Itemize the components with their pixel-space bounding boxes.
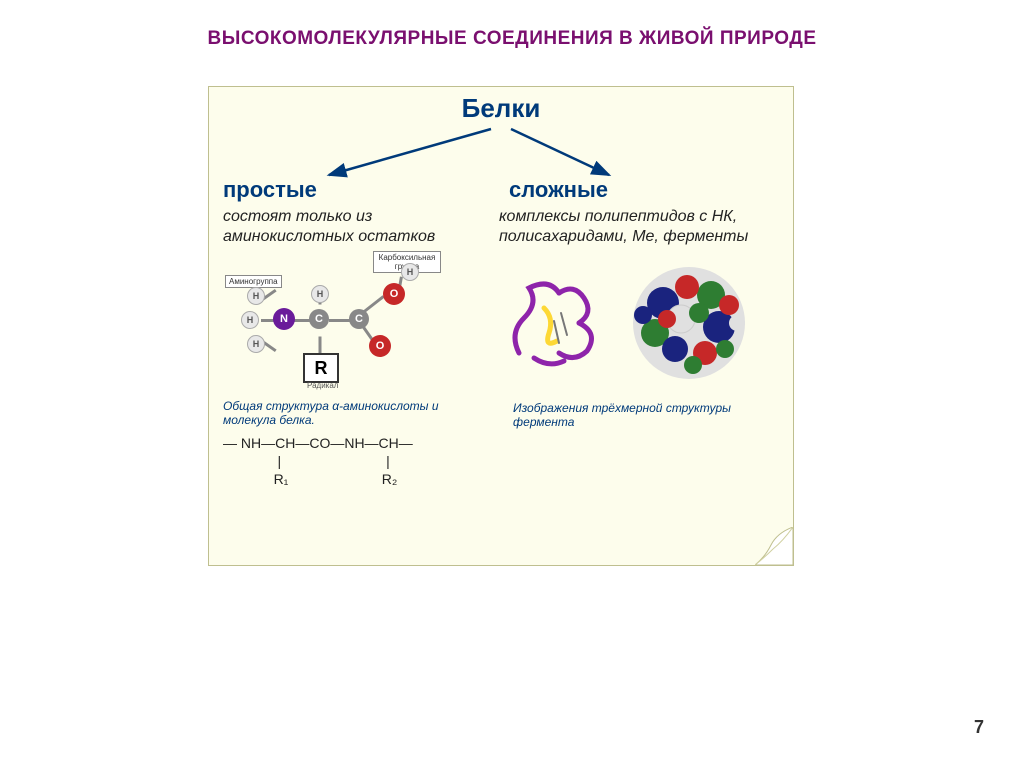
page-title: ВЫСОКОМОЛЕКУЛЯРНЫЕ СОЕДИНЕНИЯ В ЖИВОЙ ПР… bbox=[0, 0, 1024, 50]
title-text: ВЫСОКОМОЛЕКУЛЯРНЫЕ СОЕДИНЕНИЯ В ЖИВОЙ ПР… bbox=[208, 28, 817, 49]
complex-desc: комплексы полипептидов с НК, полисахарид… bbox=[499, 207, 769, 247]
amino-caption: Общая структура α-аминокислоты и молекул… bbox=[223, 399, 483, 428]
protein-ribbon-icon bbox=[499, 263, 619, 383]
atom-oxygen: O bbox=[369, 335, 391, 357]
simple-desc: состоят только из аминокислотных остатко… bbox=[223, 207, 483, 247]
branch-complex: сложные комплексы полипептидов с НК, пол… bbox=[499, 177, 769, 430]
branch-simple: простые состоят только из аминокислотных… bbox=[223, 177, 483, 488]
branch-arrows bbox=[209, 125, 793, 185]
atom-hydrogen: H bbox=[241, 311, 259, 329]
atom-hydrogen: H bbox=[247, 335, 265, 353]
atom-carbon: C bbox=[349, 309, 369, 329]
legend-amino: Аминогруппа bbox=[225, 275, 282, 288]
protein-surface-icon bbox=[619, 253, 759, 393]
r-group-box: R bbox=[303, 353, 339, 383]
protein-caption: Изображения трёхмерной структуры фермент… bbox=[513, 401, 769, 430]
panel-title: Белки bbox=[209, 93, 793, 124]
amino-acid-structure: Аминогруппа Карбоксильная группа N H H H… bbox=[223, 253, 451, 395]
peptide-formula: — NH—CH—CO—NH—CH— | | R₁ R₂ bbox=[223, 434, 483, 489]
complex-head: сложные bbox=[509, 177, 769, 203]
radical-label: Радикал bbox=[307, 381, 338, 390]
page-number: 7 bbox=[974, 717, 984, 738]
atom-oxygen: O bbox=[383, 283, 405, 305]
atom-carbon: C bbox=[309, 309, 329, 329]
diagram-panel: Белки простые состоят только из аминокис… bbox=[208, 86, 794, 566]
atom-hydrogen: H bbox=[247, 287, 265, 305]
atom-nitrogen: N bbox=[273, 308, 295, 330]
atom-hydrogen: H bbox=[311, 285, 329, 303]
page-curl-icon bbox=[755, 527, 793, 565]
protein-3d-images bbox=[499, 257, 769, 397]
simple-head: простые bbox=[223, 177, 483, 203]
atom-hydrogen: H bbox=[401, 263, 419, 281]
